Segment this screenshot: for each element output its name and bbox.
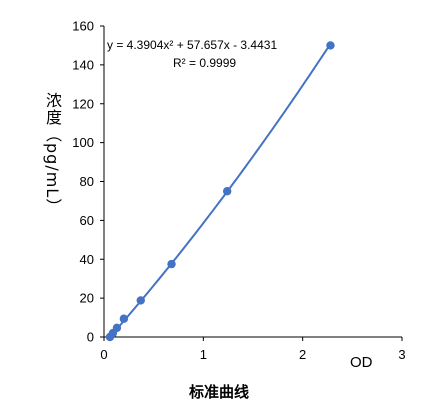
chart-title: 标准曲线: [188, 383, 249, 401]
x-tick-label: 1: [200, 347, 207, 362]
data-point: [136, 296, 145, 305]
data-points: [105, 41, 335, 342]
x-tick-label: 2: [299, 347, 306, 362]
y-tick-label: 160: [72, 19, 94, 34]
data-point: [326, 41, 335, 50]
x-axis-label: OD: [350, 354, 373, 371]
trendline: [109, 43, 332, 338]
y-tick-label: 120: [72, 96, 94, 111]
y-tick-label: 60: [80, 213, 94, 228]
y-tick-label: 140: [72, 57, 94, 72]
data-point: [222, 187, 232, 196]
y-tick-label: 40: [80, 252, 94, 267]
y-axis-ticks: 0 20 40 60 80 100 120 140 160: [72, 19, 104, 345]
r-squared-label: R² = 0.9999: [173, 56, 236, 70]
data-point: [119, 314, 129, 323]
y-axis-label: 浓度（pg/mL）: [43, 92, 62, 216]
x-tick-label: 3: [398, 347, 405, 362]
y-tick-label: 0: [87, 330, 94, 345]
y-tick-label: 80: [80, 174, 94, 189]
data-point: [167, 259, 176, 269]
x-tick-label: 0: [100, 347, 107, 362]
equation-label: y = 4.3904x² + 57.657x - 3.4431: [107, 38, 277, 52]
y-tick-label: 100: [72, 135, 94, 150]
y-tick-label: 20: [80, 291, 94, 306]
data-point: [112, 323, 122, 333]
x-axis-ticks: 0 1 2 3: [100, 337, 406, 362]
